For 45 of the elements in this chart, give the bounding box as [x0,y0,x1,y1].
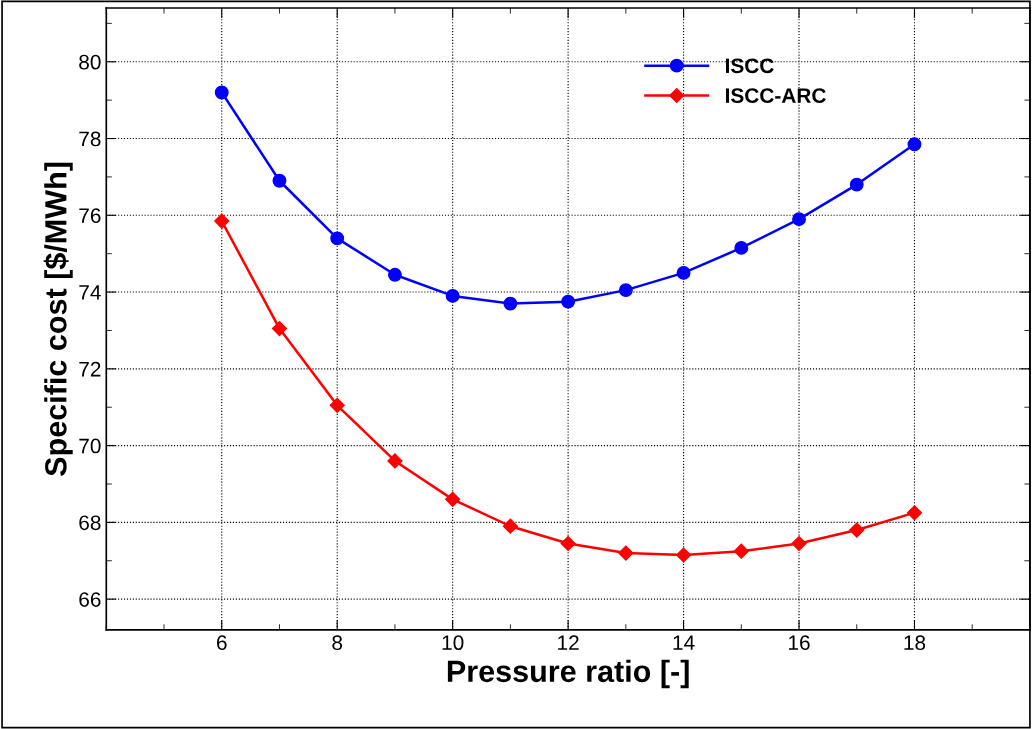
x-tick-label: 12 [558,635,579,650]
point [676,547,692,563]
point [387,267,402,282]
point [502,518,518,534]
x-tick-label: 6 [217,635,227,651]
point [329,397,345,413]
y-tick-label: 68 [79,515,101,531]
legend-label: ISCC-ARC [726,88,826,103]
point [561,294,576,309]
point [272,173,287,188]
point [907,137,922,152]
point [445,288,460,303]
point [733,543,749,559]
point [791,535,807,552]
point [214,85,229,100]
point [503,296,518,311]
y-tick-label: 80 [79,54,101,70]
y-tick-label: 70 [79,438,101,454]
point [618,283,633,298]
point [330,231,345,246]
y-axis-title: Specific cost [$/MWh] [43,162,73,476]
y-tick-label: 74 [79,285,101,300]
point [387,453,403,469]
y-tick-label: 78 [79,131,101,147]
point [676,265,691,280]
y-tick-label: 66 [79,592,101,607]
x-axis-title: Pressure ratio [-] [447,659,689,689]
x-tick-label: 18 [904,635,926,651]
point [271,320,288,337]
x-tick-label: 10 [442,635,464,651]
legend-label: ISCC [726,58,774,74]
x-tick-label: 16 [789,635,810,651]
point [849,522,865,538]
point [618,545,634,561]
point [560,535,576,552]
y-tick-label: 72 [79,361,101,377]
point [734,240,749,255]
y-tick-label: 76 [79,208,101,224]
x-tick-label: 8 [332,635,343,651]
point [849,177,864,192]
point [445,491,461,507]
point [906,505,923,521]
point [792,212,806,227]
point [214,213,230,229]
x-tick-label: 14 [673,635,695,650]
